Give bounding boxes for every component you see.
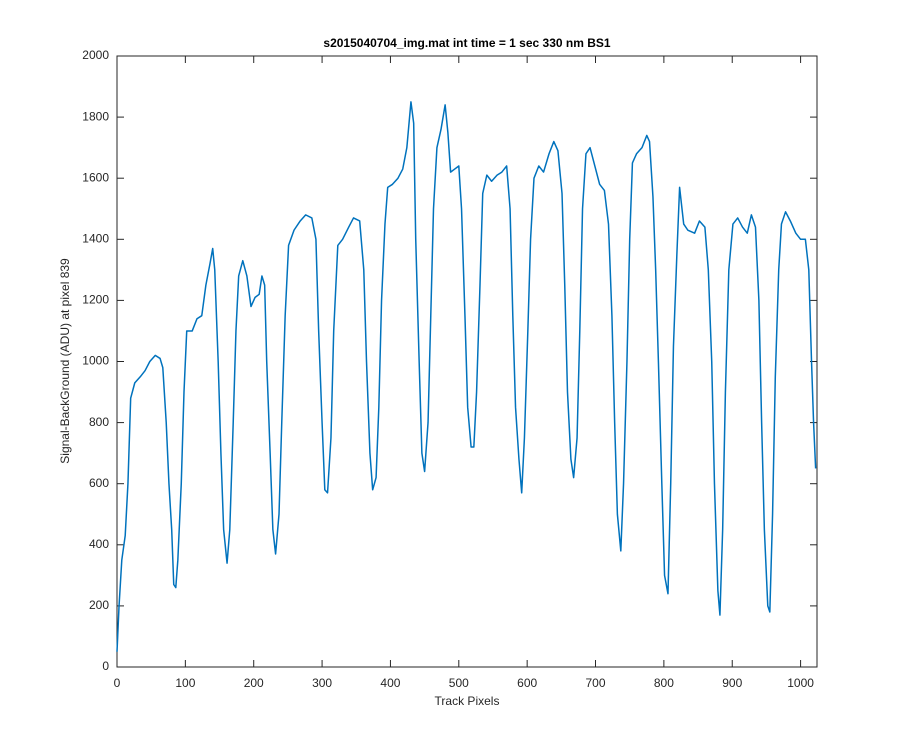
chart-title: s2015040704_img.mat int time = 1 sec 330… — [323, 36, 610, 50]
y-tick-label: 1800 — [82, 109, 109, 123]
y-tick-label: 800 — [89, 415, 109, 429]
x-tick-label: 900 — [722, 676, 742, 690]
x-axis-label: Track Pixels — [435, 694, 500, 708]
x-tick-label: 100 — [175, 676, 195, 690]
y-tick-label: 1200 — [82, 293, 109, 307]
x-tick-label: 500 — [449, 676, 469, 690]
data-line — [116, 101, 817, 652]
y-tick-label: 1600 — [82, 170, 109, 184]
x-tick-label: 1000 — [787, 676, 814, 690]
y-tick-label: 200 — [89, 598, 109, 612]
x-tick-label: 200 — [244, 676, 264, 690]
y-tick-label: 2000 — [82, 48, 109, 62]
x-tick-label: 400 — [380, 676, 400, 690]
y-tick-label: 0 — [102, 659, 109, 673]
y-tick-label: 1000 — [82, 354, 109, 368]
x-tick-label: 700 — [586, 676, 606, 690]
x-tick-label: 300 — [312, 676, 332, 690]
y-tick-label: 400 — [89, 537, 109, 551]
y-tick-label: 1400 — [82, 231, 109, 245]
x-tick-label: 800 — [654, 676, 674, 690]
x-tick-label: 0 — [114, 676, 121, 690]
x-tick-label: 600 — [517, 676, 537, 690]
y-axis-label: Signal-BackGround (ADU) at pixel 839 — [58, 258, 72, 464]
y-tick-label: 600 — [89, 476, 109, 490]
